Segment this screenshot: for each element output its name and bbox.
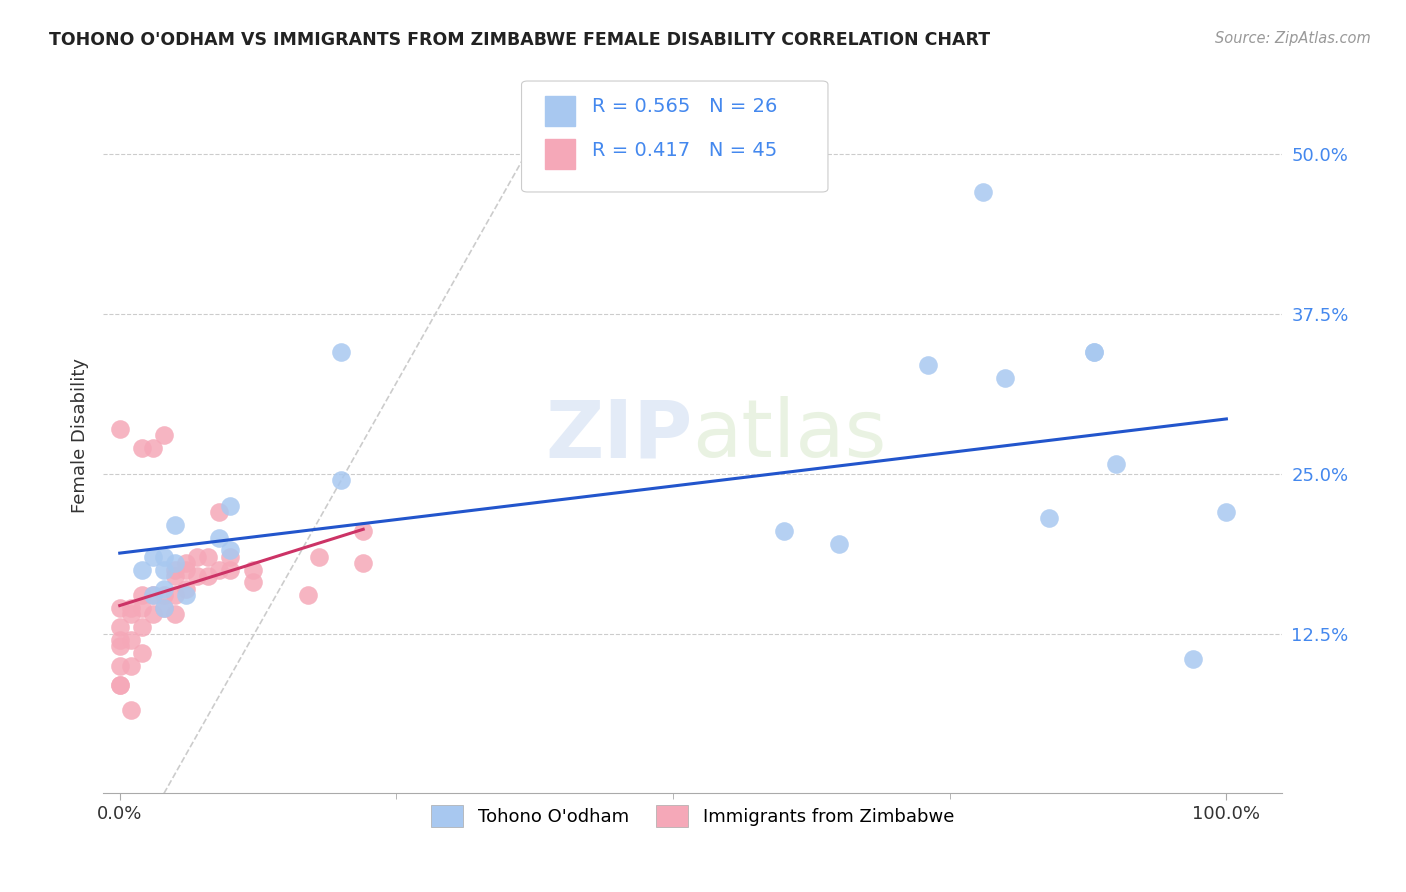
Point [297, 588, 319, 602]
Point [208, 531, 231, 545]
Point [165, 556, 187, 570]
Point [352, 556, 374, 570]
Point [1038, 511, 1060, 525]
Point [120, 632, 142, 647]
Point [153, 601, 176, 615]
Point [165, 517, 187, 532]
Text: R = 0.417   N = 45: R = 0.417 N = 45 [592, 141, 778, 160]
Point [153, 549, 176, 564]
Point [917, 358, 939, 372]
Point [153, 563, 176, 577]
Point [120, 658, 142, 673]
Point [165, 588, 187, 602]
Point [120, 703, 142, 717]
Point [108, 620, 131, 634]
FancyBboxPatch shape [546, 96, 575, 126]
Point [142, 588, 165, 602]
Point [108, 658, 131, 673]
Point [131, 646, 153, 660]
Point [828, 537, 851, 551]
Text: R = 0.565   N = 26: R = 0.565 N = 26 [592, 96, 778, 116]
Point [242, 563, 264, 577]
Point [174, 563, 197, 577]
Point [994, 371, 1017, 385]
Point [108, 632, 131, 647]
Point [120, 607, 142, 622]
Point [197, 549, 219, 564]
Y-axis label: Female Disability: Female Disability [72, 358, 89, 513]
Point [352, 524, 374, 539]
Point [219, 543, 242, 558]
Point [1083, 345, 1105, 359]
Point [165, 563, 187, 577]
Point [174, 556, 197, 570]
Text: Source: ZipAtlas.com: Source: ZipAtlas.com [1215, 31, 1371, 46]
Point [120, 601, 142, 615]
Point [131, 620, 153, 634]
Text: ZIP: ZIP [546, 396, 692, 475]
Text: TOHONO O'ODHAM VS IMMIGRANTS FROM ZIMBABWE FEMALE DISABILITY CORRELATION CHART: TOHONO O'ODHAM VS IMMIGRANTS FROM ZIMBAB… [49, 31, 990, 49]
Point [186, 549, 208, 564]
Point [972, 186, 994, 200]
Legend: Tohono O'odham, Immigrants from Zimbabwe: Tohono O'odham, Immigrants from Zimbabwe [423, 798, 962, 834]
Point [108, 422, 131, 436]
Point [108, 640, 131, 654]
Point [174, 582, 197, 596]
Point [308, 549, 330, 564]
Point [242, 575, 264, 590]
Point [1215, 505, 1237, 519]
FancyBboxPatch shape [546, 139, 575, 169]
Point [772, 524, 794, 539]
Point [153, 601, 176, 615]
Point [108, 601, 131, 615]
Point [174, 588, 197, 602]
Point [142, 549, 165, 564]
Point [142, 607, 165, 622]
Point [142, 588, 165, 602]
Point [108, 678, 131, 692]
Point [208, 563, 231, 577]
Point [330, 473, 353, 487]
Point [1105, 457, 1128, 471]
Point [131, 588, 153, 602]
Point [1083, 345, 1105, 359]
Point [131, 441, 153, 455]
Point [131, 563, 153, 577]
Point [219, 549, 242, 564]
Point [131, 601, 153, 615]
Text: atlas: atlas [692, 396, 887, 475]
Point [330, 345, 353, 359]
Point [142, 441, 165, 455]
Point [219, 563, 242, 577]
Point [165, 607, 187, 622]
Point [208, 505, 231, 519]
Point [153, 428, 176, 442]
Point [165, 569, 187, 583]
Point [108, 678, 131, 692]
FancyBboxPatch shape [522, 81, 828, 192]
Point [1182, 652, 1205, 666]
Point [219, 499, 242, 513]
Point [153, 588, 176, 602]
Point [153, 582, 176, 596]
Point [186, 569, 208, 583]
Point [197, 569, 219, 583]
